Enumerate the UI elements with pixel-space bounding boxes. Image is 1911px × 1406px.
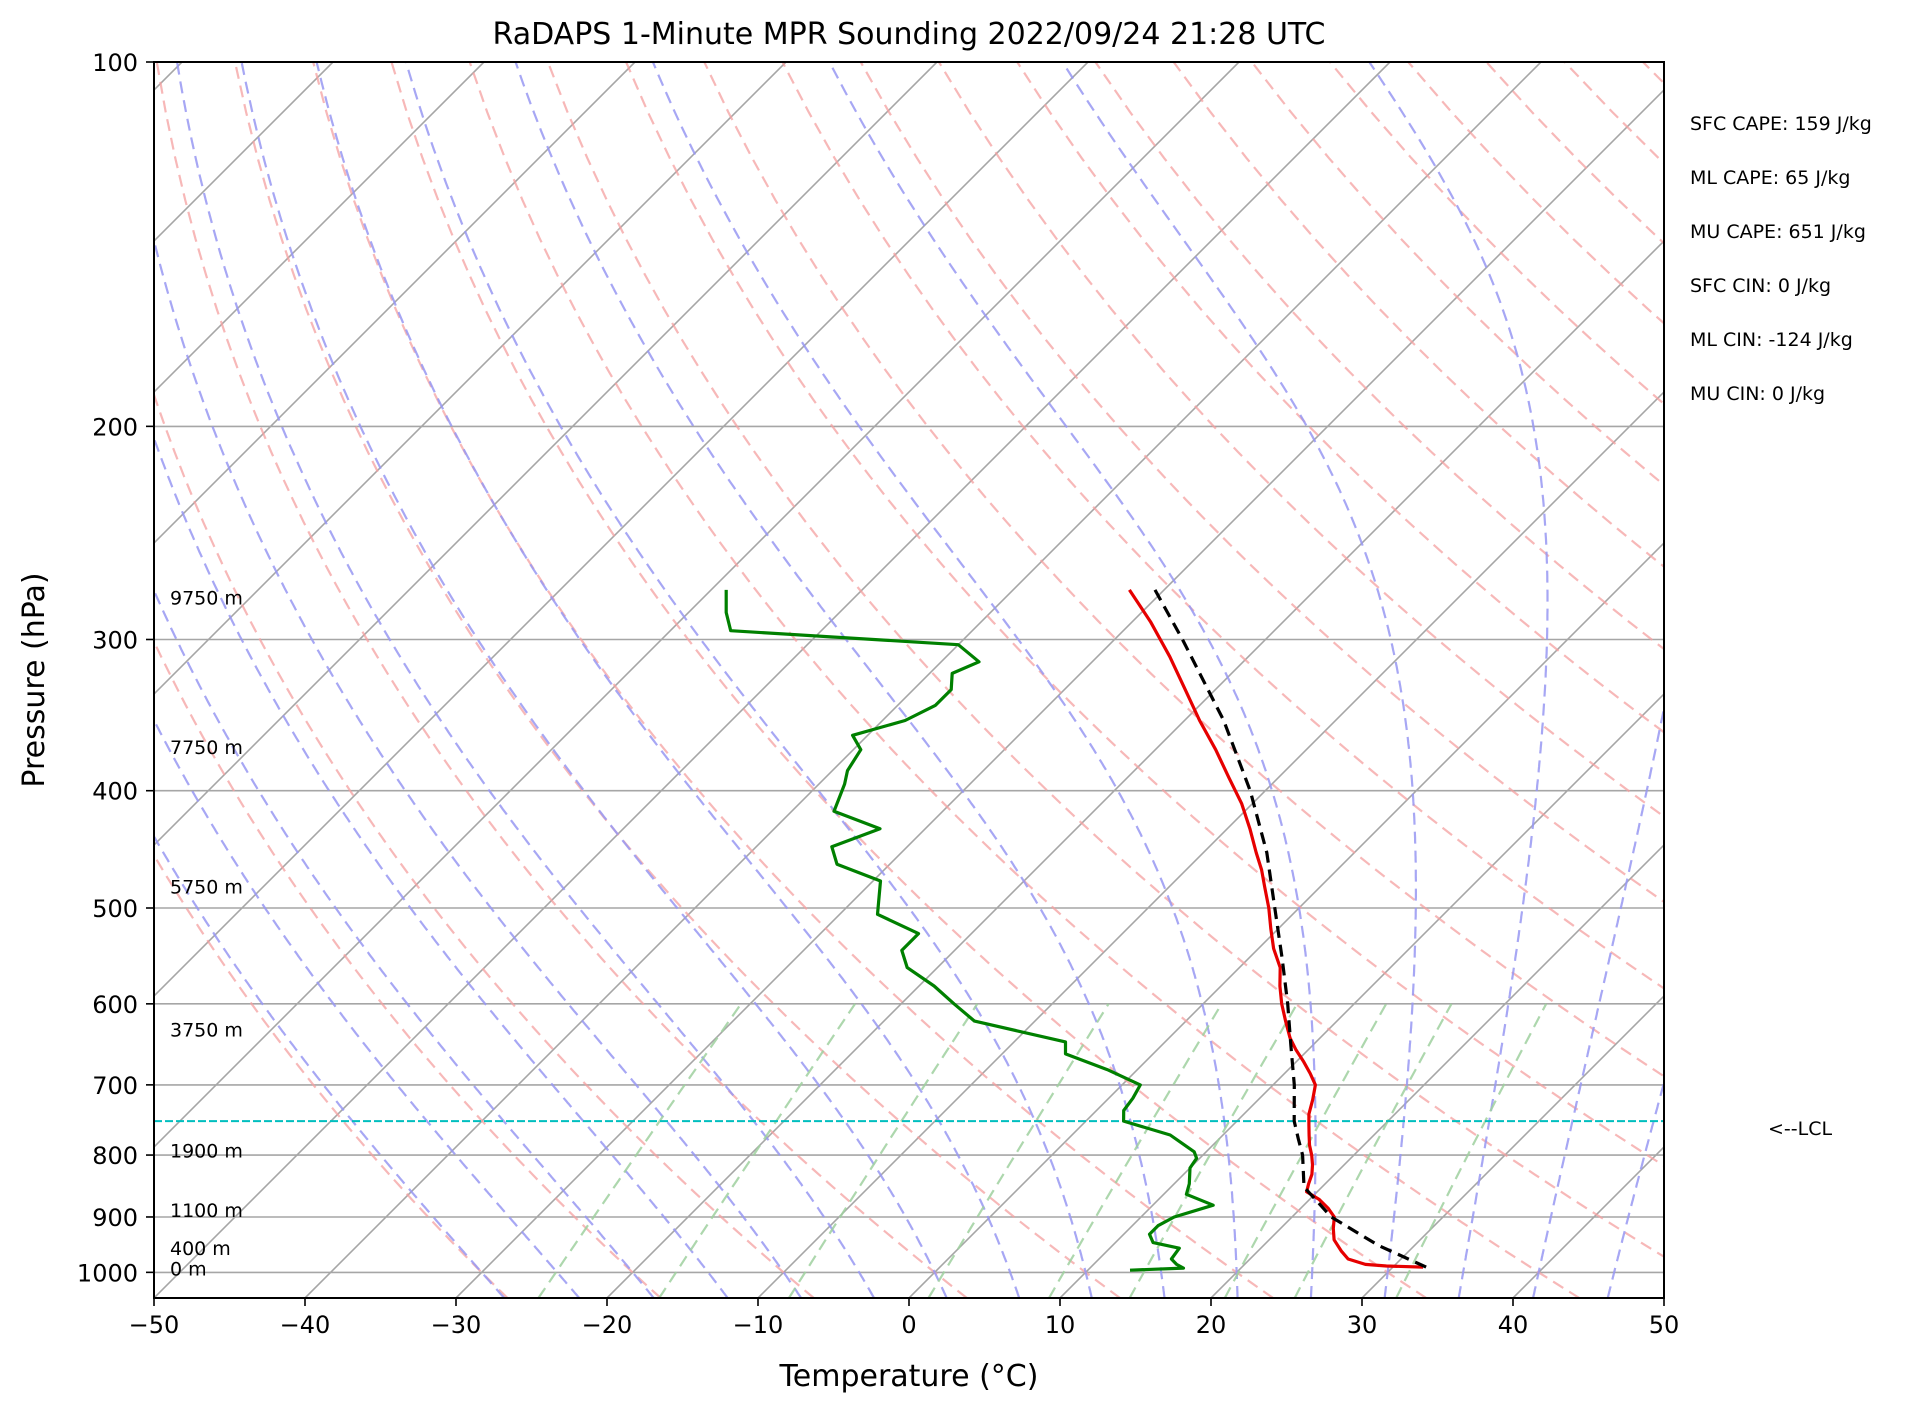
- moist-adiabat-line: [651, 62, 1239, 1298]
- mixing-ratio-line: [1293, 1003, 1453, 1298]
- moist-adiabat-line: [828, 62, 1317, 1298]
- y-tick-label: 500: [92, 895, 138, 923]
- isotherm-line: [1059, 692, 1664, 1298]
- isotherm-line: [154, 62, 636, 545]
- height-label: 1900 m: [170, 1140, 243, 1162]
- dry-adiabat-line: [154, 391, 815, 1298]
- y-tick-label: 300: [92, 626, 138, 654]
- chart-title: RaDAPS 1-Minute MPR Sounding 2022/09/24 …: [493, 17, 1326, 52]
- isotherm-line: [154, 62, 1391, 1298]
- dry-adiabat-line: [154, 853, 509, 1298]
- x-axis-label: Temperature (°C): [779, 1359, 1039, 1394]
- dry-adiabat-line: [703, 62, 1664, 1078]
- moist-adiabat-line: [176, 62, 875, 1298]
- dry-adiabat-line: [233, 62, 1121, 1298]
- moist-adiabat-line: [154, 834, 506, 1298]
- isotherm-line: [1361, 994, 1664, 1298]
- x-tick-label: 10: [1045, 1311, 1076, 1339]
- dry-adiabat-line: [468, 62, 1580, 1298]
- isotherm-line: [154, 62, 485, 394]
- isotherm-line: [757, 390, 1664, 1298]
- mixing-ratio-line: [1223, 1003, 1388, 1298]
- moist-adiabat-line: [154, 236, 803, 1298]
- y-tick-label: 600: [92, 991, 138, 1019]
- moist-adiabat-line: [240, 62, 948, 1298]
- series-dewpoint-line: [724, 589, 1215, 1272]
- x-tick-label: 20: [1196, 1311, 1227, 1339]
- x-tick-label: 40: [1498, 1311, 1529, 1339]
- height-label: 3750 m: [170, 1020, 243, 1042]
- index-label: ML CAPE: 65 J/kg: [1690, 167, 1850, 189]
- y-tick-label: 700: [92, 1072, 138, 1100]
- mixing-ratio-line: [927, 1003, 1110, 1298]
- series-parcel-profile-line: [1153, 589, 1427, 1269]
- moist-adiabat-line: [405, 62, 1093, 1298]
- x-tick-label: −30: [431, 1311, 482, 1339]
- isotherm-line: [154, 62, 938, 847]
- height-label: 0 m: [170, 1259, 207, 1281]
- dry-adiabat-line: [625, 62, 1664, 1167]
- dry-adiabat-line: [312, 62, 1274, 1298]
- mixing-ratio-line: [537, 1003, 742, 1298]
- grid-layer: [154, 62, 1664, 1298]
- isotherm-line: [304, 62, 1542, 1298]
- height-label: 9750 m: [170, 588, 243, 610]
- y-tick-label: 1000: [77, 1259, 138, 1287]
- x-tick-label: −20: [582, 1311, 633, 1339]
- dry-adiabat-line: [1094, 62, 1664, 651]
- x-tick-label: −10: [733, 1311, 784, 1339]
- moist-adiabat-line: [1061, 62, 1418, 1298]
- dry-adiabat-line: [546, 62, 1664, 1258]
- moist-adiabat-line: [1368, 62, 1549, 1298]
- y-tick-label: 900: [92, 1204, 138, 1232]
- index-label: ML CIN: -124 J/kg: [1690, 329, 1853, 351]
- mixing-ratio-line: [1395, 1003, 1548, 1298]
- y-tick-label: 400: [92, 778, 138, 806]
- x-tick-label: 30: [1347, 1311, 1378, 1339]
- isotherm-line: [154, 62, 1240, 1149]
- isotherm-line: [455, 88, 1664, 1298]
- series-temperature-line: [1128, 589, 1424, 1269]
- x-tick-label: 0: [901, 1311, 916, 1339]
- x-tick-label: 50: [1649, 1311, 1680, 1339]
- series-layer: [154, 589, 1664, 1272]
- lcl-label: <--LCL: [1768, 1118, 1832, 1140]
- index-label: MU CAPE: 651 J/kg: [1690, 221, 1866, 243]
- y-axis-label: Pressure (hPa): [17, 572, 52, 787]
- mixing-ratio-line: [787, 1003, 979, 1298]
- isotherm-line: [154, 62, 787, 696]
- dry-adiabat-line: [937, 62, 1664, 818]
- x-tick-label: −50: [129, 1311, 180, 1339]
- moist-adiabat-line: [154, 435, 729, 1298]
- height-label: 400 m: [170, 1238, 231, 1260]
- moist-adiabat-line: [315, 62, 1021, 1298]
- index-label: SFC CAPE: 159 J/kg: [1690, 113, 1872, 135]
- dry-adiabat-line: [154, 639, 662, 1298]
- mixing-ratio-line: [658, 1003, 857, 1298]
- moist-adiabat-line: [514, 62, 1166, 1298]
- dry-adiabat-line: [1016, 62, 1664, 734]
- mixing-ratio-line: [1048, 1003, 1223, 1298]
- x-tick-label: −40: [280, 1311, 331, 1339]
- height-label: 1100 m: [170, 1200, 243, 1222]
- height-label: 5750 m: [170, 877, 243, 899]
- height-label: 7750 m: [170, 737, 243, 759]
- indices-panel: SFC CAPE: 159 J/kg ML CAPE: 65 J/kg MU CAP…: [1690, 113, 1872, 405]
- index-label: SFC CIN: 0 J/kg: [1690, 275, 1831, 297]
- moist-adiabat-line: [1532, 703, 1664, 1298]
- y-tick-label: 200: [92, 413, 138, 441]
- isotherm-line: [1210, 843, 1664, 1298]
- isotherm-line: [154, 62, 1089, 998]
- dry-adiabat-line: [390, 62, 1427, 1298]
- index-label: MU CIN: 0 J/kg: [1690, 383, 1825, 405]
- isotherm-line: [606, 239, 1664, 1298]
- y-tick-label: 100: [92, 49, 138, 77]
- axes-layer: −50 −40 −30 −20 −10 0 10 20 30 40 50 1000 900 800 700 6…: [77, 49, 1679, 1339]
- y-tick-label: 800: [92, 1142, 138, 1170]
- dry-adiabat-line: [155, 62, 968, 1298]
- isotherm-line: [908, 541, 1664, 1298]
- mixing-ratio-line: [1128, 1003, 1299, 1298]
